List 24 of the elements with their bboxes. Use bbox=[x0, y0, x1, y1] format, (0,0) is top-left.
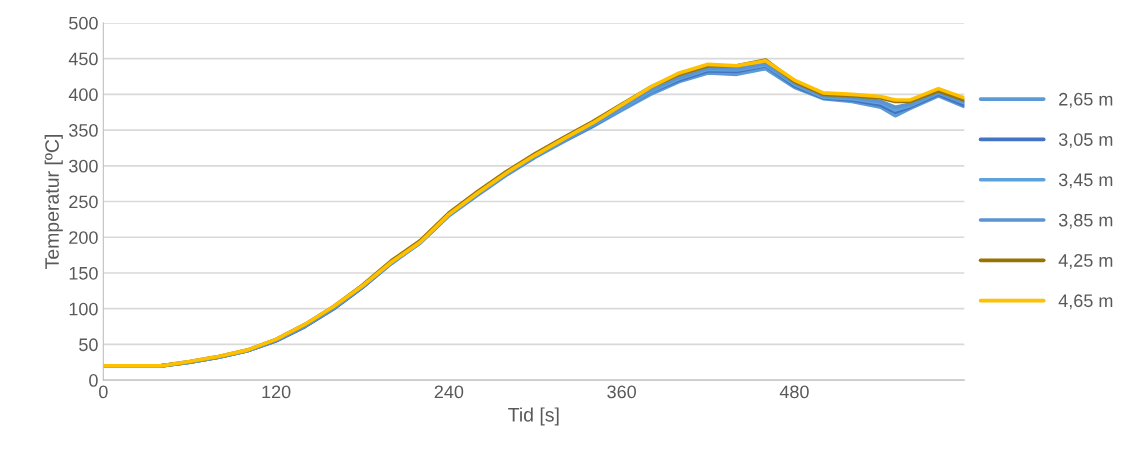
y-tick-label: 0 bbox=[89, 374, 98, 387]
x-tick-label: 480 bbox=[779, 385, 809, 399]
y-axis-title: Temperatur [ºC] bbox=[44, 135, 63, 269]
x-tick-label: 120 bbox=[262, 385, 291, 399]
y-tick-label: 500 bbox=[69, 16, 98, 30]
legend-label: 2,65 m bbox=[1059, 92, 1113, 108]
y-tick-label: 400 bbox=[68, 88, 98, 102]
legend-label: 3,05 m bbox=[1058, 133, 1113, 149]
x-tick-label: 240 bbox=[434, 385, 464, 399]
legend-label: 3,45 m bbox=[1058, 173, 1113, 189]
y-tick-label: 350 bbox=[69, 124, 98, 137]
legend-label: 4,65 m bbox=[1058, 294, 1113, 310]
x-tick-label: 0 bbox=[99, 385, 108, 399]
x-tick-label: 360 bbox=[607, 385, 637, 399]
legend-label: 3,85 m bbox=[1058, 213, 1113, 229]
y-tick-label: 50 bbox=[79, 338, 98, 352]
y-tick-label: 300 bbox=[69, 159, 98, 173]
y-tick-label: 450 bbox=[68, 52, 98, 66]
y-tick-label: 200 bbox=[69, 231, 98, 244]
y-tick-label: 100 bbox=[69, 302, 98, 316]
x-axis-title: Tid [s] bbox=[508, 407, 559, 426]
y-tick-label: 250 bbox=[69, 195, 98, 209]
y-tick-label: 150 bbox=[69, 266, 98, 280]
legend-label: 4,25 m bbox=[1058, 254, 1113, 269]
